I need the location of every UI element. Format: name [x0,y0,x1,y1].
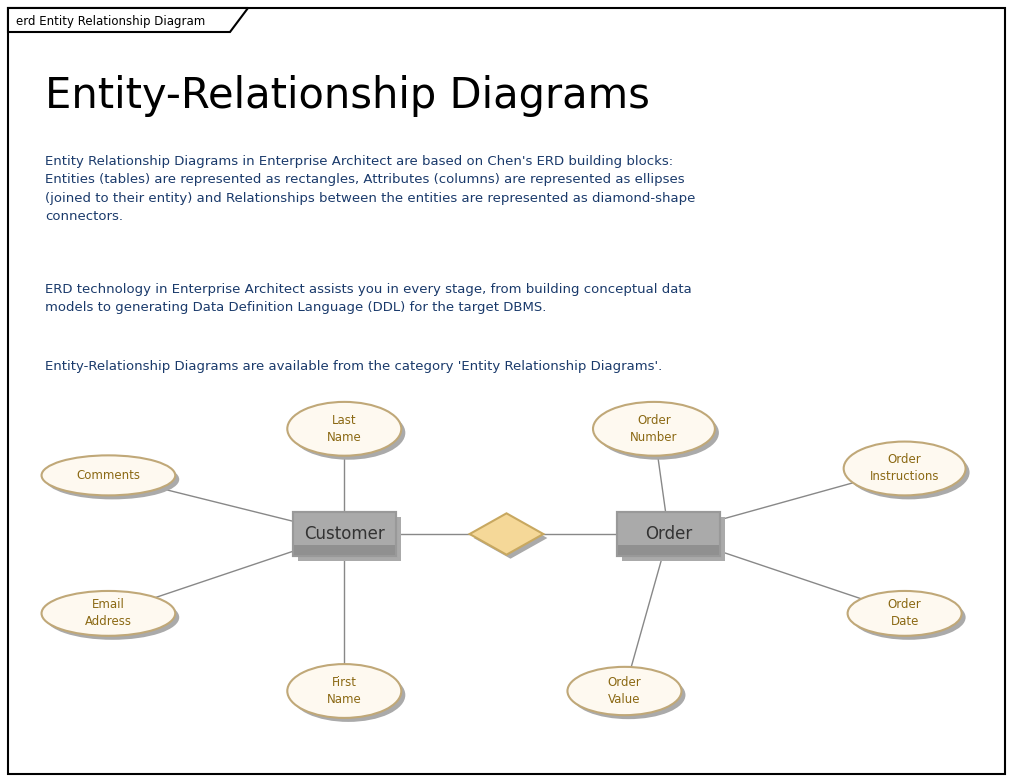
Bar [617,511,720,557]
Ellipse shape [42,591,175,636]
Ellipse shape [571,671,686,719]
Text: Customer: Customer [304,525,385,543]
Polygon shape [474,518,547,558]
Bar [617,511,720,557]
Bar [293,545,396,557]
Ellipse shape [288,402,401,456]
Ellipse shape [844,442,965,495]
Text: Order
Date: Order Date [887,598,922,629]
Ellipse shape [46,595,179,640]
Text: Order
Number: Order Number [630,414,678,444]
Text: Order
Value: Order Value [608,676,641,706]
Ellipse shape [42,455,175,495]
Text: Order
Instructions: Order Instructions [870,454,939,483]
Ellipse shape [848,591,961,636]
Text: Entity Relationship Diagrams in Enterprise Architect are based on Chen's ERD bui: Entity Relationship Diagrams in Enterpri… [45,155,695,224]
Text: erd Entity Relationship Diagram: erd Entity Relationship Diagram [16,16,206,28]
Text: Entity-Relationship Diagrams are available from the category 'Entity Relationshi: Entity-Relationship Diagrams are availab… [45,360,663,373]
Ellipse shape [292,406,405,460]
Ellipse shape [593,402,715,456]
Bar [617,545,720,557]
Ellipse shape [46,459,179,500]
Ellipse shape [288,664,401,718]
Ellipse shape [848,446,969,500]
Polygon shape [470,513,543,554]
Text: Email
Address: Email Address [85,598,132,629]
Ellipse shape [852,595,965,640]
Bar [298,517,401,561]
Bar [622,517,725,561]
Ellipse shape [567,667,682,716]
Text: ERD technology in Enterprise Architect assists you in every stage, from building: ERD technology in Enterprise Architect a… [45,283,692,314]
Text: Comments: Comments [76,469,141,482]
Ellipse shape [597,406,719,460]
Bar [293,511,396,557]
Bar [293,511,396,557]
Polygon shape [8,8,248,32]
Text: Order: Order [645,525,692,543]
Text: Last
Name: Last Name [327,414,362,444]
Text: Entity-Relationship Diagrams: Entity-Relationship Diagrams [45,75,650,117]
Text: First
Name: First Name [327,676,362,706]
Ellipse shape [292,668,405,722]
